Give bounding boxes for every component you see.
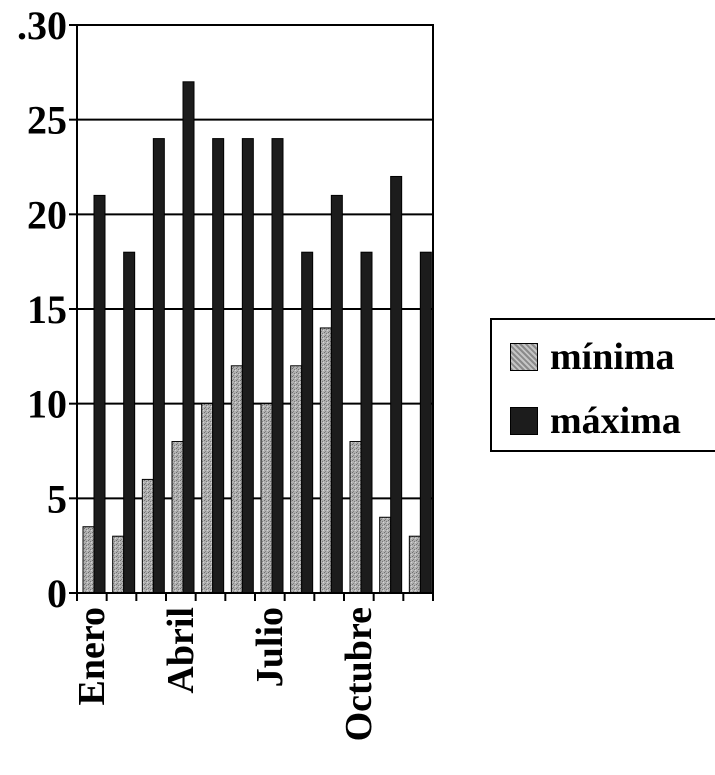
- bar-maxima-1: [93, 194, 106, 594]
- bar-minima-6: [230, 365, 243, 594]
- bar-maxima-7: [271, 138, 284, 594]
- legend-item-minima: mínima: [510, 338, 675, 376]
- bar-maxima-12: [419, 251, 432, 594]
- bar-maxima-2: [123, 251, 136, 594]
- bar-maxima-5: [212, 138, 225, 594]
- x-category-label: Octubre: [338, 607, 380, 741]
- y-tick-label: 20: [27, 192, 67, 237]
- bar-minima-7: [260, 403, 273, 594]
- y-tick-label: 0: [47, 571, 67, 616]
- bar-minima-11: [379, 516, 392, 594]
- bar-maxima-4: [182, 81, 195, 594]
- bar-minima-5: [201, 403, 214, 594]
- x-category-label: Enero: [71, 607, 113, 706]
- bar-minima-9: [319, 327, 332, 594]
- y-tick-label: 5: [47, 476, 67, 521]
- bar-maxima-10: [360, 251, 373, 594]
- bar-maxima-3: [152, 138, 165, 594]
- bar-maxima-11: [390, 175, 403, 594]
- legend-item-maxima: máxima: [510, 402, 681, 440]
- bar-maxima-8: [301, 251, 314, 594]
- legend-label-maxima: máxima: [550, 400, 681, 442]
- legend-swatch-maxima: [510, 407, 538, 435]
- bar-minima-12: [408, 535, 421, 594]
- bar-minima-3: [141, 478, 154, 594]
- legend: mínima máxima: [490, 318, 715, 452]
- bar-maxima-9: [330, 194, 343, 594]
- y-tick-label: .30: [17, 3, 67, 48]
- x-category-label: Abril: [160, 607, 202, 694]
- bar-minima-8: [290, 365, 303, 594]
- bar-minima-1: [82, 526, 95, 594]
- x-category-label: Julio: [249, 607, 291, 687]
- bar-minima-2: [112, 535, 125, 594]
- bar-minima-4: [171, 441, 184, 594]
- y-tick-label: 15: [27, 287, 67, 332]
- y-tick-label: 10: [27, 382, 67, 427]
- legend-swatch-minima: [510, 343, 538, 371]
- legend-label-minima: mínima: [550, 336, 675, 378]
- bar-minima-10: [349, 441, 362, 594]
- y-tick-label: 25: [27, 98, 67, 143]
- bar-maxima-6: [241, 138, 254, 594]
